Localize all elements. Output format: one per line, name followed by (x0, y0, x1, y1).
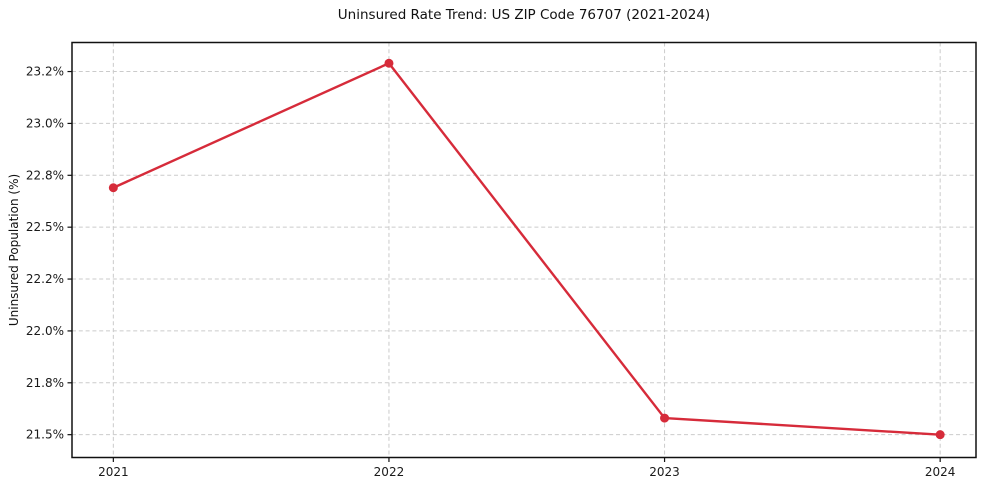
plot-border (71, 41, 977, 459)
chart-title: Uninsured Rate Trend: US ZIP Code 76707 … (337, 7, 711, 23)
x-tick-label: 2022 (374, 465, 405, 479)
x-tick-label: 2023 (649, 465, 680, 479)
y-tick-label: 22.0% (26, 324, 64, 338)
y-tick-label: 22.2% (26, 272, 64, 286)
y-tick-label: 22.5% (26, 220, 64, 234)
data-point (935, 430, 945, 440)
x-tick-label: 2024 (925, 465, 956, 479)
data-point (384, 58, 394, 68)
y-tick-label: 21.8% (26, 376, 64, 390)
y-tick-label: 22.8% (26, 168, 64, 182)
trend-line (112, 62, 942, 436)
y-tick-label: 21.5% (26, 428, 64, 442)
x-tick-label: 2021 (98, 465, 129, 479)
y-tick-label: 23.0% (26, 116, 64, 130)
data-point (108, 183, 118, 193)
data-point (660, 413, 670, 423)
y-tick-label: 23.2% (26, 65, 64, 79)
